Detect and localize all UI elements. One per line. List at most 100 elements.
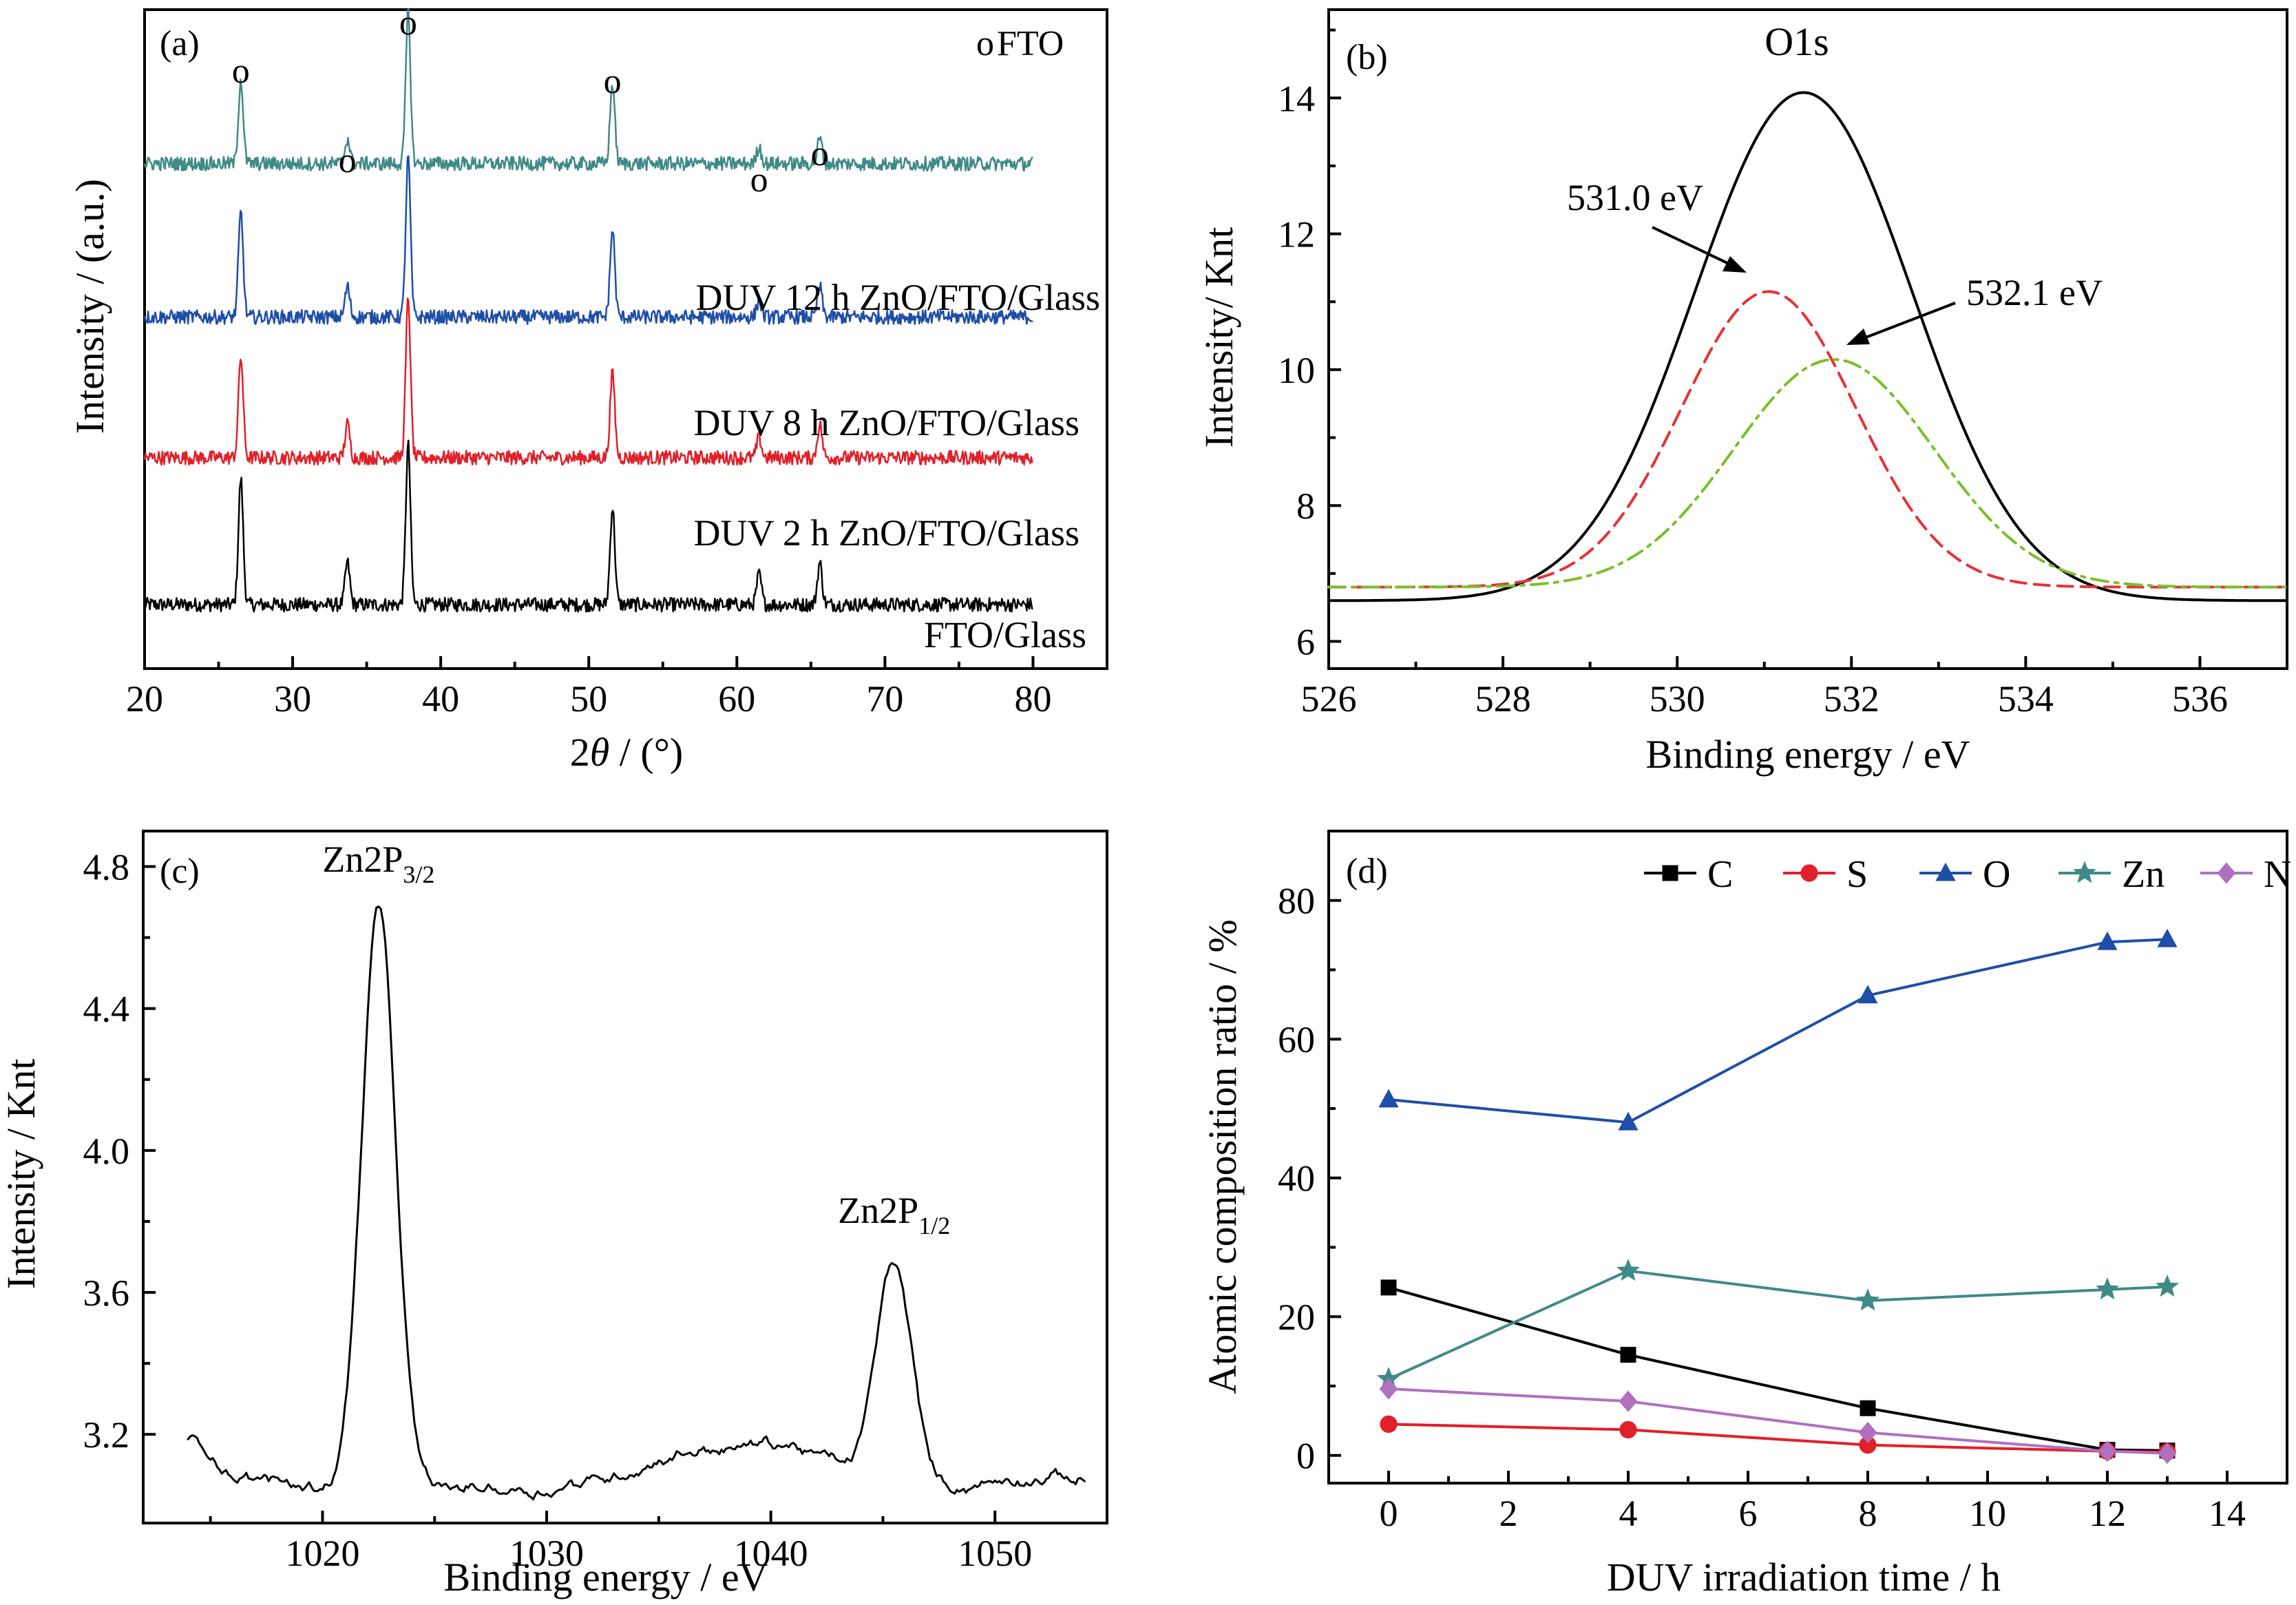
series-line-N (1387, 1387, 2169, 1455)
panel-b-x-axis-label: Binding energy / eV (1646, 732, 1970, 777)
panel-a: 20 30 40 50 60 70 80 o o o o o o FTO/Glass DUV 2 h Z… (67, 3, 1108, 775)
b-x-tick-label: 534 (1998, 678, 2054, 720)
xrd-trace-1 (143, 297, 1033, 466)
d-x-tick-label: 0 (1380, 1493, 1398, 1534)
panel-c-ticks: 1020 1030 1040 1050 3.2 3.6 4.0 4.4 4.8 (83, 847, 1033, 1574)
peak-marker-3: o (604, 62, 622, 101)
panel-a-frame (143, 8, 1108, 670)
peak-marker-1: o (339, 141, 357, 180)
data-point-N (2158, 1443, 2177, 1465)
c-x-tick-label: 1030 (509, 1533, 584, 1574)
legend-marker-S (1800, 864, 1818, 882)
panel-b-ticks: 526 528 530 532 534 536 6 8 10 12 14 (1278, 28, 2228, 720)
panel-d-x-axis-label: DUV irradiation time / h (1607, 1555, 2001, 1599)
legend-label-N: N (2264, 853, 2291, 896)
data-point-O (2097, 931, 2118, 950)
peak-marker-5: o (811, 134, 829, 174)
xrd-trace-0 (143, 439, 1033, 613)
panel-a-x-ticks: 20 30 40 50 60 70 80 (126, 656, 1051, 720)
a-x-tick-label: 60 (718, 678, 755, 720)
a-x-tick-label: 50 (570, 678, 607, 720)
panel-a-legend-marker: o (976, 24, 994, 63)
c-peak-label-0: Zn2P3/2 (322, 839, 434, 888)
data-point-O (1857, 985, 1878, 1004)
c-y-tick-label: 3.2 (83, 1414, 130, 1456)
legend-label-C: C (1707, 853, 1733, 896)
legend-label-O: O (1983, 853, 2010, 896)
data-point-S (1380, 1415, 1398, 1433)
c-y-tick-label: 4.0 (83, 1131, 130, 1172)
data-point-C (1860, 1400, 1876, 1416)
panel-d-tag: (d) (1346, 852, 1388, 891)
c-y-tick-label: 4.4 (83, 989, 130, 1030)
data-point-N (1379, 1378, 1398, 1400)
panel-a-legend-text: FTO (997, 24, 1064, 63)
b-x-tick-label: 528 (1475, 678, 1531, 720)
panel-b: 526 528 530 532 534 536 6 8 10 12 14 (b) O1s 531.0… (1197, 8, 2288, 777)
data-point-C (1620, 1347, 1636, 1363)
panel-b-arrowhead-531 (1723, 256, 1747, 273)
data-point-Zn (1616, 1258, 1641, 1281)
panel-b-y-axis-label: Intensity/ Knt (1197, 227, 1241, 448)
b-x-tick-label: 532 (1824, 678, 1879, 720)
d-y-tick-label: 40 (1278, 1158, 1315, 1199)
b-x-tick-label: 526 (1301, 678, 1357, 720)
panel-d-ticks: 0 2 4 6 8 10 12 14 0 20 40 60 80 (1278, 881, 2246, 1534)
d-y-tick-label: 20 (1278, 1297, 1315, 1338)
legend-label-Zn: Zn (2122, 853, 2165, 896)
c-x-tick-label: 1050 (958, 1533, 1032, 1574)
xrd-series-label-0: FTO/Glass (924, 614, 1086, 655)
data-point-O (2157, 928, 2178, 947)
o1s-dashed-curve (1327, 290, 2287, 589)
b-y-tick-label: 12 (1278, 214, 1315, 255)
legend-marker-O (1935, 862, 1956, 881)
zn2p-spectrum (187, 905, 1086, 1501)
panel-a-series-labels: FTO/Glass DUV 2 h ZnO/FTO/Glass DUV 8 h Zn… (693, 277, 1100, 655)
b-y-tick-label: 6 (1296, 622, 1315, 663)
panel-b-peak-label: O1s (1765, 19, 1829, 64)
b-y-tick-label: 10 (1278, 350, 1315, 391)
panel-a-x-axis-label: 2θ / (°) (570, 730, 683, 775)
data-point-O (1378, 1089, 1399, 1108)
panel-d: 0 2 4 6 8 10 12 14 0 20 40 60 80 C S O Zn N (d) Atomic c… (1200, 830, 2291, 1599)
panel-d-series-layer (1376, 928, 2180, 1465)
d-x-tick-label: 4 (1619, 1493, 1638, 1534)
d-x-tick-label: 10 (1969, 1493, 2006, 1534)
xrd-series-label-1: DUV 2 h ZnO/FTO/Glass (693, 512, 1079, 554)
panel-c-frame (142, 830, 1108, 1524)
panel-b-arrowhead-532 (1846, 328, 1870, 345)
legend-label-S: S (1846, 853, 1868, 896)
c-y-tick-label: 3.6 (83, 1272, 130, 1314)
d-y-tick-label: 0 (1296, 1436, 1315, 1477)
data-point-C (1380, 1279, 1397, 1296)
a-x-tick-label: 20 (126, 678, 163, 720)
data-point-Zn (1855, 1288, 1880, 1311)
c-x-tick-label: 1040 (734, 1533, 808, 1574)
data-point-Zn (2095, 1277, 2120, 1300)
d-x-tick-label: 2 (1499, 1493, 1518, 1534)
panel-a-peak-markers: o o o o o o (232, 3, 829, 200)
panel-a-y-axis-label: Intensity / (a.u.) (67, 179, 112, 434)
b-x-tick-label: 530 (1650, 678, 1705, 720)
a-x-tick-label: 40 (422, 678, 459, 720)
legend-marker-Zn (2072, 861, 2097, 883)
o1s-solid-curve (1327, 91, 2287, 602)
series-line-Zn (1387, 1269, 2169, 1381)
panel-c: 1020 1030 1040 1050 3.2 3.6 4.0 4.4 4.8 (c) Zn2P… (0, 830, 1108, 1599)
xrd-trace-3 (143, 8, 1033, 172)
o1s-dashdot-curve (1327, 358, 2287, 589)
panel-b-annotation-532: 532.1 eV (1966, 272, 2103, 313)
panel-d-legend: C S O Zn N (1644, 853, 2291, 896)
legend-marker-C (1662, 865, 1678, 881)
panel-d-y-axis-label: Atomic composition ratio / % (1200, 919, 1245, 1394)
series-line-O (1387, 938, 2169, 1124)
data-point-N (1858, 1421, 1877, 1444)
b-x-tick-label: 536 (2172, 678, 2228, 720)
xrd-series-label-3: DUV 12 h ZnO/FTO/Glass (695, 277, 1100, 318)
a-x-tick-label: 80 (1014, 678, 1051, 720)
panel-c-tag: (c) (160, 852, 200, 891)
xrd-trace-2 (143, 155, 1033, 325)
peak-marker-0: o (232, 52, 250, 91)
data-point-N (2098, 1440, 2117, 1462)
legend-marker-N (2217, 862, 2236, 884)
